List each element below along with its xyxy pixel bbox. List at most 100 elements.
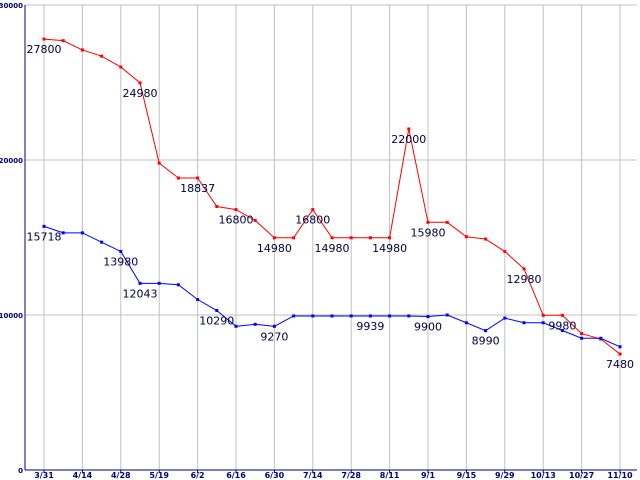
data-point — [157, 161, 161, 165]
data-point — [176, 176, 180, 180]
data-label: 14980 — [257, 242, 292, 255]
data-point — [292, 236, 296, 240]
data-point — [80, 231, 84, 235]
y-tick-labels: 0 10000 20000 30000 — [0, 2, 23, 475]
data-label: 15718 — [27, 230, 62, 243]
x-tick-label: 7/28 — [341, 471, 361, 480]
data-point — [196, 176, 200, 180]
data-label: 7480 — [606, 358, 634, 371]
data-point — [445, 220, 449, 224]
x-tick-label: 7/14 — [303, 471, 323, 480]
x-tick-label: 10/27 — [569, 471, 594, 480]
data-point — [253, 218, 257, 222]
data-point — [138, 81, 142, 85]
data-point — [272, 236, 276, 240]
x-tick-label: 8/11 — [380, 471, 400, 480]
data-point — [100, 240, 104, 244]
data-point — [484, 237, 488, 241]
data-point — [445, 313, 449, 317]
data-point — [368, 314, 372, 318]
data-point — [407, 127, 411, 131]
data-point — [42, 37, 46, 41]
data-point — [618, 352, 622, 356]
data-point — [618, 345, 622, 349]
data-point — [464, 235, 468, 239]
x-tick-label: 6/16 — [226, 471, 246, 480]
x-tick-label: 11/10 — [607, 471, 633, 480]
data-label: 9270 — [260, 330, 288, 343]
data-point — [100, 54, 104, 58]
data-point — [503, 249, 507, 253]
data-point — [311, 208, 315, 212]
data-point — [407, 314, 411, 318]
x-tick-label: 10/13 — [531, 471, 556, 480]
data-point — [80, 48, 84, 52]
data-point — [311, 314, 315, 318]
data-point — [580, 332, 584, 336]
x-tick-label: 9/29 — [495, 471, 515, 480]
data-point — [426, 220, 430, 224]
data-point — [215, 205, 219, 208]
data-point — [330, 314, 334, 318]
data-point — [157, 281, 161, 285]
x-tick-labels: 3/31 4/14 4/28 5/19 6/2 6/16 6/30 7/14 7/28 8/11 9… — [34, 471, 633, 480]
data-label: 27800 — [27, 43, 62, 56]
data-point — [234, 324, 238, 328]
data-point — [61, 231, 65, 235]
data-point — [42, 224, 46, 228]
data-point — [560, 313, 564, 317]
data-point — [599, 336, 603, 340]
data-label: 8990 — [472, 335, 500, 348]
data-label: 9980 — [548, 319, 576, 332]
data-point — [176, 283, 180, 287]
data-label: 18837 — [180, 182, 215, 195]
x-tick-label: 6/2 — [191, 471, 205, 480]
y-tick-label: 0 — [18, 467, 23, 475]
data-point — [388, 314, 392, 318]
data-point — [196, 298, 200, 301]
y-tick-label: 20000 — [0, 157, 23, 165]
x-tick-label: 3/31 — [34, 471, 54, 480]
data-point — [119, 249, 123, 253]
data-point — [560, 329, 564, 332]
axes — [24, 5, 637, 473]
data-point — [330, 236, 334, 240]
data-label: 16800 — [219, 214, 254, 227]
data-point — [253, 322, 257, 326]
data-label: 10290 — [199, 315, 234, 328]
data-labels: 27800 24980 18837 16800 14980 16800 14980 14980… — [27, 43, 635, 371]
data-point — [292, 314, 296, 318]
x-tick-label: 4/14 — [73, 471, 93, 480]
data-point — [541, 313, 545, 317]
data-label: 15980 — [411, 226, 446, 239]
data-point — [215, 309, 219, 313]
data-point — [503, 316, 507, 320]
data-point — [580, 336, 584, 340]
x-tick-label: 4/28 — [111, 471, 131, 480]
x-tick-label: 9/1 — [421, 471, 435, 480]
data-label: 14980 — [372, 242, 407, 255]
data-point — [234, 208, 238, 212]
data-label: 14980 — [315, 242, 350, 255]
data-point — [119, 65, 123, 69]
data-label: 9939 — [356, 320, 384, 333]
data-point — [522, 321, 526, 325]
y-tick-label: 10000 — [0, 312, 23, 320]
data-point — [272, 324, 276, 328]
data-point — [349, 236, 353, 240]
y-tick-label: 30000 — [0, 2, 23, 10]
data-point — [522, 267, 526, 271]
data-label: 9900 — [414, 321, 442, 334]
data-label: 12043 — [123, 287, 158, 300]
data-point — [368, 236, 372, 240]
data-label: 24980 — [123, 87, 158, 100]
series-points — [42, 37, 622, 356]
data-point — [349, 314, 353, 318]
data-label: 22000 — [391, 133, 426, 146]
x-tick-label: 6/30 — [265, 471, 285, 480]
data-point — [388, 236, 392, 240]
data-point — [484, 329, 488, 333]
data-point — [541, 321, 545, 325]
x-tick-label: 5/19 — [149, 471, 169, 480]
x-tick-label: 9/15 — [457, 471, 477, 480]
